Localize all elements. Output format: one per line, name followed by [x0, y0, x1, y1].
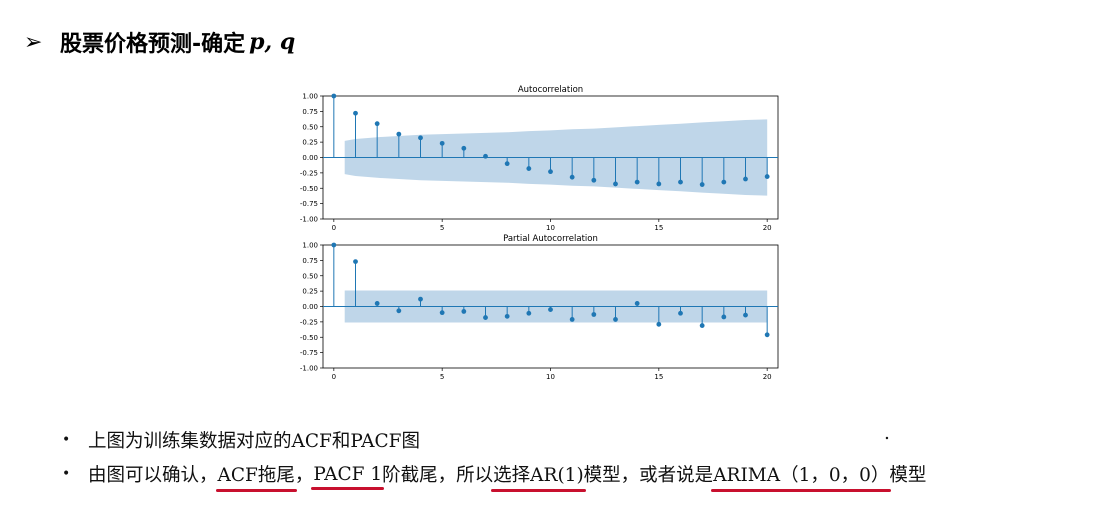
stem-marker: [656, 181, 662, 187]
stem-marker: [569, 317, 575, 322]
stem-marker: [699, 182, 705, 187]
stem-marker: [656, 321, 662, 327]
stem-marker: [548, 307, 553, 312]
x-tick-label: 5: [440, 224, 444, 232]
stem-marker: [721, 179, 727, 185]
arrow-bullet-icon: ➢: [24, 29, 43, 55]
stem-marker: [331, 242, 337, 248]
stem-marker: [374, 121, 380, 127]
y-tick-label: 0.00: [302, 303, 318, 311]
stem-marker: [721, 314, 727, 320]
stem-marker: [764, 174, 770, 179]
x-tick-label: 15: [654, 224, 663, 232]
x-tick-label: 15: [654, 373, 663, 381]
stem-marker: [504, 313, 510, 319]
stem-marker: [743, 176, 748, 182]
chart-title: Partial Autocorrelation: [503, 234, 598, 244]
y-tick-label: 0.50: [302, 272, 318, 280]
ar1-highlight: 选择AR(1): [491, 461, 586, 492]
acf-pacf-figure: Autocorrelation 1.00 0.75 0.50 0.25 0.00 -0.25…: [283, 80, 783, 383]
stem-marker: [483, 153, 488, 159]
y-tick-label: -0.75: [300, 349, 318, 357]
chart-title: Autocorrelation: [518, 85, 583, 95]
stem-marker: [613, 181, 618, 187]
x-tick-label: 0: [332, 224, 336, 232]
x-tick-label: 20: [763, 373, 772, 381]
stem-marker: [743, 312, 748, 318]
y-tick-label: -1.00: [300, 365, 318, 373]
stem-marker: [699, 323, 705, 328]
bullet-item-1: • 上图为训练集数据对应的ACF和PACF图 .: [62, 423, 1082, 457]
x-tick-label: 10: [546, 373, 555, 381]
bullet-2-part-i: 模型: [889, 465, 927, 486]
x-tick-label: 0: [332, 373, 336, 381]
slide-title: ➢ 股票价格预测-确定 p, q: [24, 22, 295, 62]
stem-marker: [591, 177, 597, 183]
stem-marker: [569, 174, 575, 180]
bullet-2-part-c: ，: [294, 465, 314, 486]
y-tick-label: 1.00: [302, 242, 318, 250]
stem-marker: [504, 161, 510, 167]
bullet-dot-icon: •: [62, 432, 71, 448]
bullet-dot-icon: •: [62, 466, 71, 482]
bullet-1-trailing: .: [884, 423, 890, 444]
stem-marker: [613, 317, 618, 322]
stem-marker: [634, 301, 640, 306]
pacf-panel: Partial Autocorrelation 1.00 0.75 0.50 0.25 0…: [300, 234, 779, 381]
stem-marker: [678, 310, 683, 316]
y-tick-label: -0.50: [300, 334, 318, 342]
bullet-2-part-a: 由图可以确认，: [88, 465, 218, 486]
stem-marker: [353, 110, 358, 116]
pacf-cutoff-highlight: PACF 1: [311, 463, 384, 490]
acf-tailing-highlight: ACF拖尾: [215, 461, 298, 492]
stem-marker: [439, 140, 445, 146]
stem-marker: [634, 179, 640, 185]
y-tick-label: -0.25: [300, 318, 318, 326]
stem-marker: [461, 145, 467, 151]
stem-marker: [353, 259, 358, 265]
title-text: 股票价格预测-确定: [60, 32, 246, 57]
stem-marker: [764, 332, 770, 338]
bullet-list: • 上图为训练集数据对应的ACF和PACF图 . • 由图可以确认， ACF拖尾…: [62, 423, 1082, 492]
stem-marker: [526, 166, 532, 171]
y-tick-label: 0.00: [302, 154, 318, 162]
y-tick-label: 1.00: [302, 93, 318, 101]
bullet-2-part-e: 阶截尾，所以: [382, 465, 494, 486]
y-tick-label: 0.75: [302, 257, 318, 265]
stem-marker: [331, 93, 337, 99]
bullet-1-text: 上图为训练集数据对应的ACF和PACF图: [88, 431, 420, 452]
stem-marker: [396, 131, 402, 137]
x-tick-label: 20: [763, 224, 772, 232]
stem-marker: [439, 310, 445, 316]
stem-marker: [678, 179, 683, 185]
acf-pacf-svg: Autocorrelation 1.00 0.75 0.50 0.25 0.00 -0.25…: [300, 85, 779, 381]
x-tick-label: 10: [546, 224, 555, 232]
y-tick-label: 0.75: [302, 108, 318, 116]
bullet-2-part-g: 模型，或者说是: [583, 465, 714, 486]
stem-marker: [591, 312, 597, 317]
bullet-item-2: • 由图可以确认， ACF拖尾 ， PACF 1 阶截尾，所以 选择AR(1) …: [62, 457, 1082, 492]
stem-marker: [374, 301, 380, 306]
stem-marker: [483, 315, 488, 320]
arima-highlight: ARIMA（1，0，0）: [711, 461, 892, 492]
stem-marker: [461, 309, 467, 314]
y-tick-label: 0.50: [302, 123, 318, 131]
y-tick-label: -1.00: [300, 216, 318, 224]
y-tick-label: -0.25: [300, 169, 318, 177]
acf-panel: Autocorrelation 1.00 0.75 0.50 0.25 0.00 -0.25…: [300, 85, 779, 232]
title-variables: p, q: [249, 29, 296, 55]
y-tick-label: -0.50: [300, 185, 318, 193]
x-tick-label: 5: [440, 373, 444, 381]
stem-marker: [548, 169, 553, 175]
y-tick-label: -0.75: [300, 200, 318, 208]
y-tick-label: 0.25: [302, 288, 318, 296]
stem-marker: [526, 310, 532, 316]
stem-marker: [418, 135, 423, 141]
y-tick-label: 0.25: [302, 139, 318, 147]
stem-marker: [418, 296, 423, 302]
stem-marker: [396, 308, 402, 314]
